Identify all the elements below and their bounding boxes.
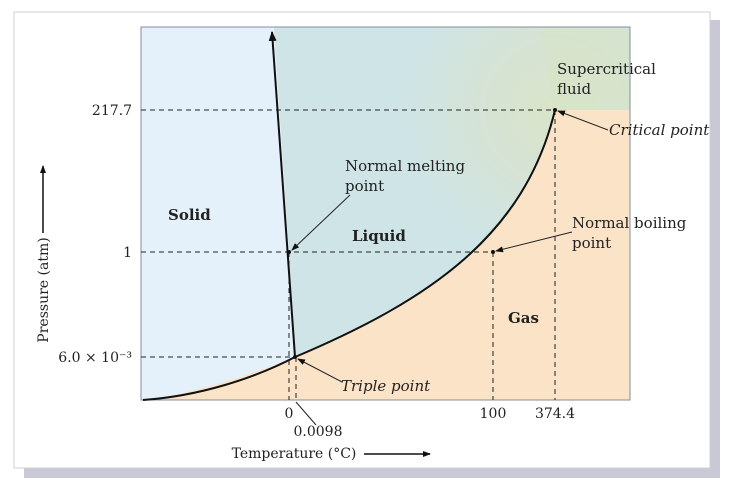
xtick-0-0098: 0.0098 xyxy=(294,424,343,440)
gas-label: Gas xyxy=(508,309,539,327)
normal-boiling-pointer xyxy=(495,231,573,253)
xtick-100: 100 xyxy=(480,406,507,422)
melting-curve xyxy=(268,31,296,358)
liquid-label: Liquid xyxy=(352,227,406,245)
normal-melting-marker xyxy=(287,250,291,254)
critical-point-marker xyxy=(553,108,557,112)
normal-boiling-marker xyxy=(491,250,495,254)
triple-point-marker xyxy=(293,355,297,359)
xtick-0: 0 xyxy=(285,406,294,422)
y-axis-title: Pressure (atm) xyxy=(36,237,52,342)
ytick-1: 1 xyxy=(123,245,132,261)
xtick-0-0098-leader xyxy=(295,401,317,426)
solid-label: Solid xyxy=(168,206,211,224)
solid-region xyxy=(141,27,295,400)
normal-melting-label-line1: Normal melting xyxy=(345,157,465,175)
vaporization-curve xyxy=(294,109,556,358)
ytick-6e-3: 6.0 × 10⁻³ xyxy=(58,350,132,366)
triple-point-label: Triple point xyxy=(341,377,431,395)
supercritical-label-line2: fluid xyxy=(557,80,591,98)
x-axis-title: Temperature (°C) xyxy=(232,446,357,462)
ytick-217-7: 217.7 xyxy=(92,103,132,119)
normal-boiling-label-line2: point xyxy=(572,234,611,252)
critical-point-pointer xyxy=(557,110,609,131)
normal-melting-pointer xyxy=(291,194,351,251)
plot-frame xyxy=(140,26,631,401)
normal-boiling-label-line1: Normal boiling xyxy=(572,214,687,232)
supercritical-label-line1: Supercritical xyxy=(557,60,656,78)
triple-point-pointer xyxy=(297,358,343,383)
xtick-374-4: 374.4 xyxy=(535,406,575,422)
critical-point-label: Critical point xyxy=(609,121,710,139)
normal-melting-label-line2: point xyxy=(345,177,384,195)
sublimation-curve xyxy=(142,356,296,401)
supercritical-region xyxy=(540,27,630,110)
